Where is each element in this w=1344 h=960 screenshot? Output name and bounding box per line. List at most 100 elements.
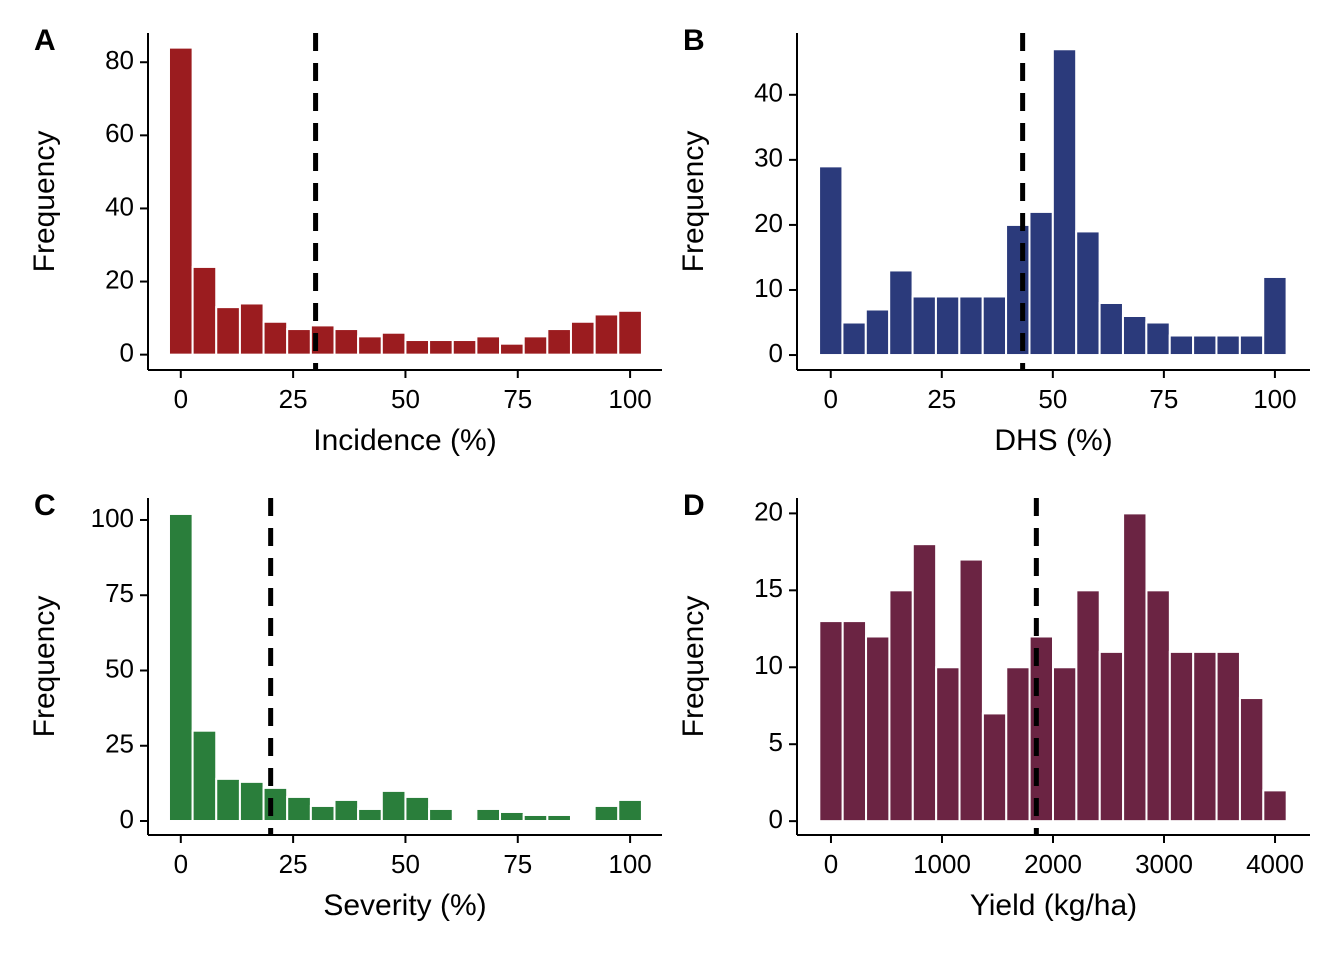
panel-tag: D [683, 489, 705, 522]
bar [191, 729, 218, 823]
y-tick-label: 10 [754, 650, 783, 680]
bar [841, 620, 868, 823]
bar [818, 165, 844, 357]
x-tick-label: 0 [824, 849, 838, 879]
bar [1098, 301, 1124, 357]
bar [428, 807, 454, 823]
bar [215, 777, 241, 823]
bar [1168, 334, 1195, 357]
bar [841, 321, 867, 357]
x-tick-label: 50 [391, 849, 420, 879]
bar [333, 798, 360, 823]
bar [475, 807, 502, 823]
bar [865, 635, 891, 823]
bar [1262, 275, 1288, 357]
bar [428, 339, 454, 356]
x-tick-label: 100 [608, 384, 651, 414]
y-axis-title: Frequency [28, 596, 61, 738]
y-tick-label: 25 [105, 729, 134, 759]
bar [1192, 334, 1218, 357]
x-tick-label: 100 [608, 849, 651, 879]
bar [1168, 650, 1195, 823]
y-tick-label: 0 [769, 804, 783, 834]
bar [888, 269, 914, 357]
x-tick-label: 75 [503, 849, 532, 879]
y-tick-label: 10 [754, 273, 783, 303]
bar [546, 328, 572, 356]
y-tick-label: 50 [105, 653, 134, 683]
bar [1122, 512, 1148, 823]
bar [499, 810, 525, 823]
bar [1145, 589, 1171, 823]
bar [1052, 666, 1078, 823]
bar [1145, 321, 1171, 357]
y-tick-label: 30 [754, 143, 783, 173]
bar [981, 295, 1008, 357]
y-tick-label: 40 [754, 78, 783, 108]
bar [286, 795, 312, 823]
bar [499, 342, 525, 356]
bar [958, 295, 984, 357]
bar [238, 302, 265, 356]
bar [404, 339, 431, 356]
bar [1028, 635, 1055, 823]
bar [167, 512, 194, 823]
bar [1051, 48, 1078, 357]
panel-tag: A [34, 24, 56, 57]
y-tick-label: 80 [105, 45, 134, 75]
x-tick-label: 0 [174, 849, 188, 879]
x-tick-label: 2000 [1024, 849, 1082, 879]
bar [357, 335, 383, 356]
x-tick-label: 25 [279, 849, 308, 879]
y-tick-label: 20 [754, 496, 783, 526]
bar [238, 780, 265, 823]
y-tick-label: 5 [769, 727, 783, 757]
bar [333, 328, 360, 356]
bar [1075, 230, 1101, 357]
y-tick-label: 15 [754, 573, 783, 603]
x-tick-label: 25 [279, 384, 308, 414]
y-tick-label: 100 [91, 503, 134, 533]
bar [1215, 650, 1241, 823]
bar [1005, 223, 1031, 357]
y-axis-title: Frequency [677, 131, 710, 273]
y-tick-label: 75 [105, 578, 134, 608]
x-tick-label: 25 [927, 384, 956, 414]
bar [593, 804, 620, 823]
bar [888, 589, 914, 823]
bar [215, 306, 241, 356]
bar [286, 328, 312, 356]
x-tick-label: 50 [1038, 384, 1067, 414]
x-axis-title: Yield (kg/ha) [970, 889, 1137, 922]
bar [1098, 650, 1125, 823]
x-tick-label: 0 [824, 384, 838, 414]
bar [546, 813, 572, 823]
x-tick-label: 3000 [1135, 849, 1193, 879]
bar [404, 795, 431, 823]
bar [522, 335, 549, 356]
bar [1121, 315, 1148, 357]
x-tick-label: 1000 [913, 849, 971, 879]
y-tick-label: 40 [105, 191, 134, 221]
panel-tag: C [34, 489, 56, 522]
x-tick-label: 50 [391, 384, 420, 414]
x-axis-title: Severity (%) [323, 889, 486, 922]
bar [309, 804, 336, 823]
bar [958, 558, 984, 823]
bar [522, 813, 549, 823]
bar [1215, 334, 1241, 357]
bar [617, 309, 643, 356]
bar [1028, 210, 1054, 357]
bar [981, 712, 1008, 823]
x-tick-label: 4000 [1246, 849, 1304, 879]
bar [1192, 650, 1218, 823]
y-tick-label: 0 [769, 338, 783, 368]
x-axis-title: Incidence (%) [313, 424, 496, 457]
bar [451, 339, 478, 356]
bar [380, 331, 407, 356]
y-tick-label: 0 [120, 804, 134, 834]
bar [262, 786, 289, 823]
bar [357, 807, 383, 823]
bar [1238, 697, 1265, 823]
